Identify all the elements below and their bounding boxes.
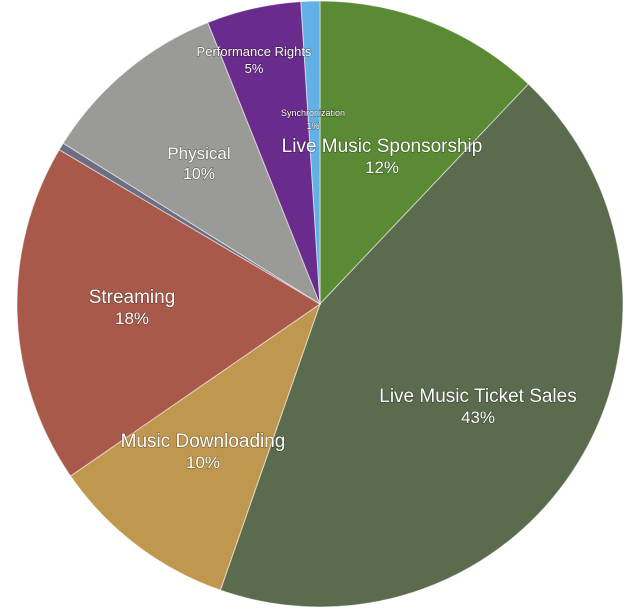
slice-label: Synchronization [281,108,345,118]
slice-label: Music Downloading [121,431,286,452]
slice-value-label: 10% [183,166,215,183]
slice-label: Live Music Ticket Sales [379,386,576,407]
pie-slice-music-downloading [69,302,321,591]
pie-slice-streaming [16,149,321,477]
slice-value-label: 1% [306,121,319,131]
pie-slice-live-music-sponsorship [319,0,530,306]
slice-label: Physical [167,144,230,163]
slice-value-label: 5% [245,61,264,76]
slice-value-label: 12% [365,158,399,177]
slice-label: Streaming [89,287,176,308]
slice-value-label: 10% [186,453,220,472]
pie-slice-live-music-ticket-sales [219,83,624,608]
pie-slice-synchronization [300,0,321,305]
pie-slices [16,0,624,608]
slice-value-label: 43% [461,408,495,427]
slice-label: Live Music Sponsorship [282,136,483,157]
pie-slice-physical [62,21,322,306]
slice-value-label: 18% [115,309,149,328]
slice-label: Performance Rights [197,44,312,59]
